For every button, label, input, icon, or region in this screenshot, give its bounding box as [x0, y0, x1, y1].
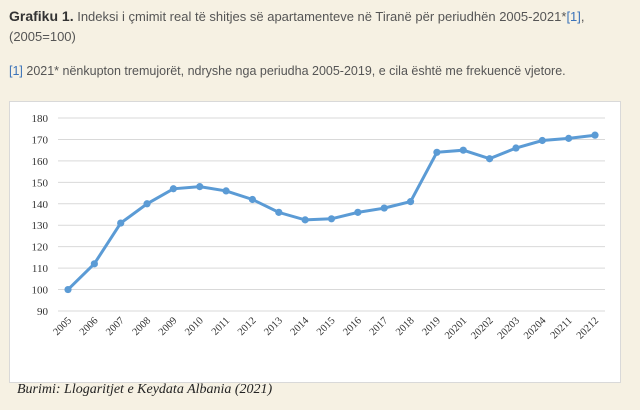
x-tick-label: 20201 — [443, 315, 469, 341]
data-point — [565, 134, 573, 142]
x-tick-label: 2006 — [78, 315, 101, 338]
y-axis: 90 100 110 120 130 140 150 160 170 180 — [32, 113, 49, 318]
y-tick-label: 120 — [32, 242, 49, 254]
y-tick-label: 90 — [37, 306, 49, 318]
data-point — [380, 204, 388, 212]
x-tick-label: 2009 — [157, 315, 180, 338]
x-tick-label: 2013 — [262, 315, 285, 338]
x-tick-label: 20211 — [549, 315, 575, 341]
data-point — [591, 131, 599, 139]
footnote-text: 2021* nënkupton tremujorët, ndryshe nga … — [22, 64, 566, 78]
x-tick-label: 2007 — [104, 315, 127, 338]
y-tick-label: 100 — [32, 285, 49, 297]
x-tick-label: 2011 — [210, 315, 232, 337]
data-point — [117, 219, 125, 227]
data-point — [275, 208, 283, 216]
data-point — [248, 195, 257, 204]
data-point — [301, 216, 309, 224]
chart-container: 90 100 110 120 130 140 150 160 170 180 2005 2006 20… — [9, 101, 621, 383]
chart-heading: Grafiku 1. Indeksi i çmimit real të shit… — [9, 6, 639, 47]
y-tick-label: 110 — [32, 263, 49, 275]
title-trailing-comma: , — [580, 9, 585, 24]
y-tick-label: 130 — [32, 220, 49, 232]
x-tick-label: 2017 — [368, 315, 391, 338]
data-points — [64, 131, 599, 294]
x-tick-label: 20203 — [496, 315, 522, 341]
figure-label: Grafiku 1. — [9, 8, 74, 24]
y-tick-label: 140 — [32, 199, 49, 211]
data-point — [64, 285, 72, 294]
x-tick-label: 2012 — [236, 315, 259, 338]
data-point — [90, 260, 98, 268]
data-point — [327, 215, 336, 223]
data-point — [196, 183, 204, 191]
data-point — [433, 148, 441, 156]
x-tick-label: 2015 — [315, 315, 338, 338]
footnote: [1] 2021* nënkupton tremujorët, ndryshe … — [9, 64, 639, 78]
footnote-ref-link[interactable]: [1] — [566, 9, 581, 24]
data-point — [486, 155, 494, 163]
y-tick-label: 150 — [32, 177, 49, 189]
data-point — [169, 185, 177, 193]
x-tick-label: 2008 — [131, 315, 154, 338]
x-tick-label: 2014 — [289, 315, 312, 338]
base-year-note: (2005=100) — [9, 29, 76, 44]
x-tick-label: 2010 — [183, 315, 206, 338]
data-point — [143, 200, 151, 208]
y-tick-label: 170 — [32, 134, 49, 146]
figure-title: Indeksi i çmimit real të shitjes së apar… — [73, 9, 567, 24]
x-tick-label: 20204 — [522, 315, 549, 342]
y-tick-label: 180 — [32, 113, 49, 125]
source-note: Burimi: Llogaritjet e Keydata Albania (2… — [17, 382, 273, 397]
x-tick-label: 2018 — [394, 315, 417, 338]
data-point — [222, 187, 230, 195]
y-tick-label: 160 — [32, 156, 49, 168]
x-tick-label: 20212 — [575, 315, 601, 341]
x-tick-label: 2019 — [420, 315, 443, 338]
data-point — [512, 144, 520, 152]
data-point — [538, 136, 546, 145]
x-tick-label: 2016 — [341, 315, 364, 338]
series-line — [66, 133, 596, 291]
footnote-anchor-link[interactable]: [1] — [9, 64, 23, 78]
x-tick-label: 2005 — [51, 315, 74, 338]
data-point — [459, 146, 467, 154]
data-point — [354, 208, 362, 216]
data-point — [406, 198, 415, 206]
x-tick-label: 20202 — [469, 315, 495, 341]
x-axis: 2005 2006 2007 2008 2009 2010 2011 2012 2013 2014… — [51, 315, 601, 342]
